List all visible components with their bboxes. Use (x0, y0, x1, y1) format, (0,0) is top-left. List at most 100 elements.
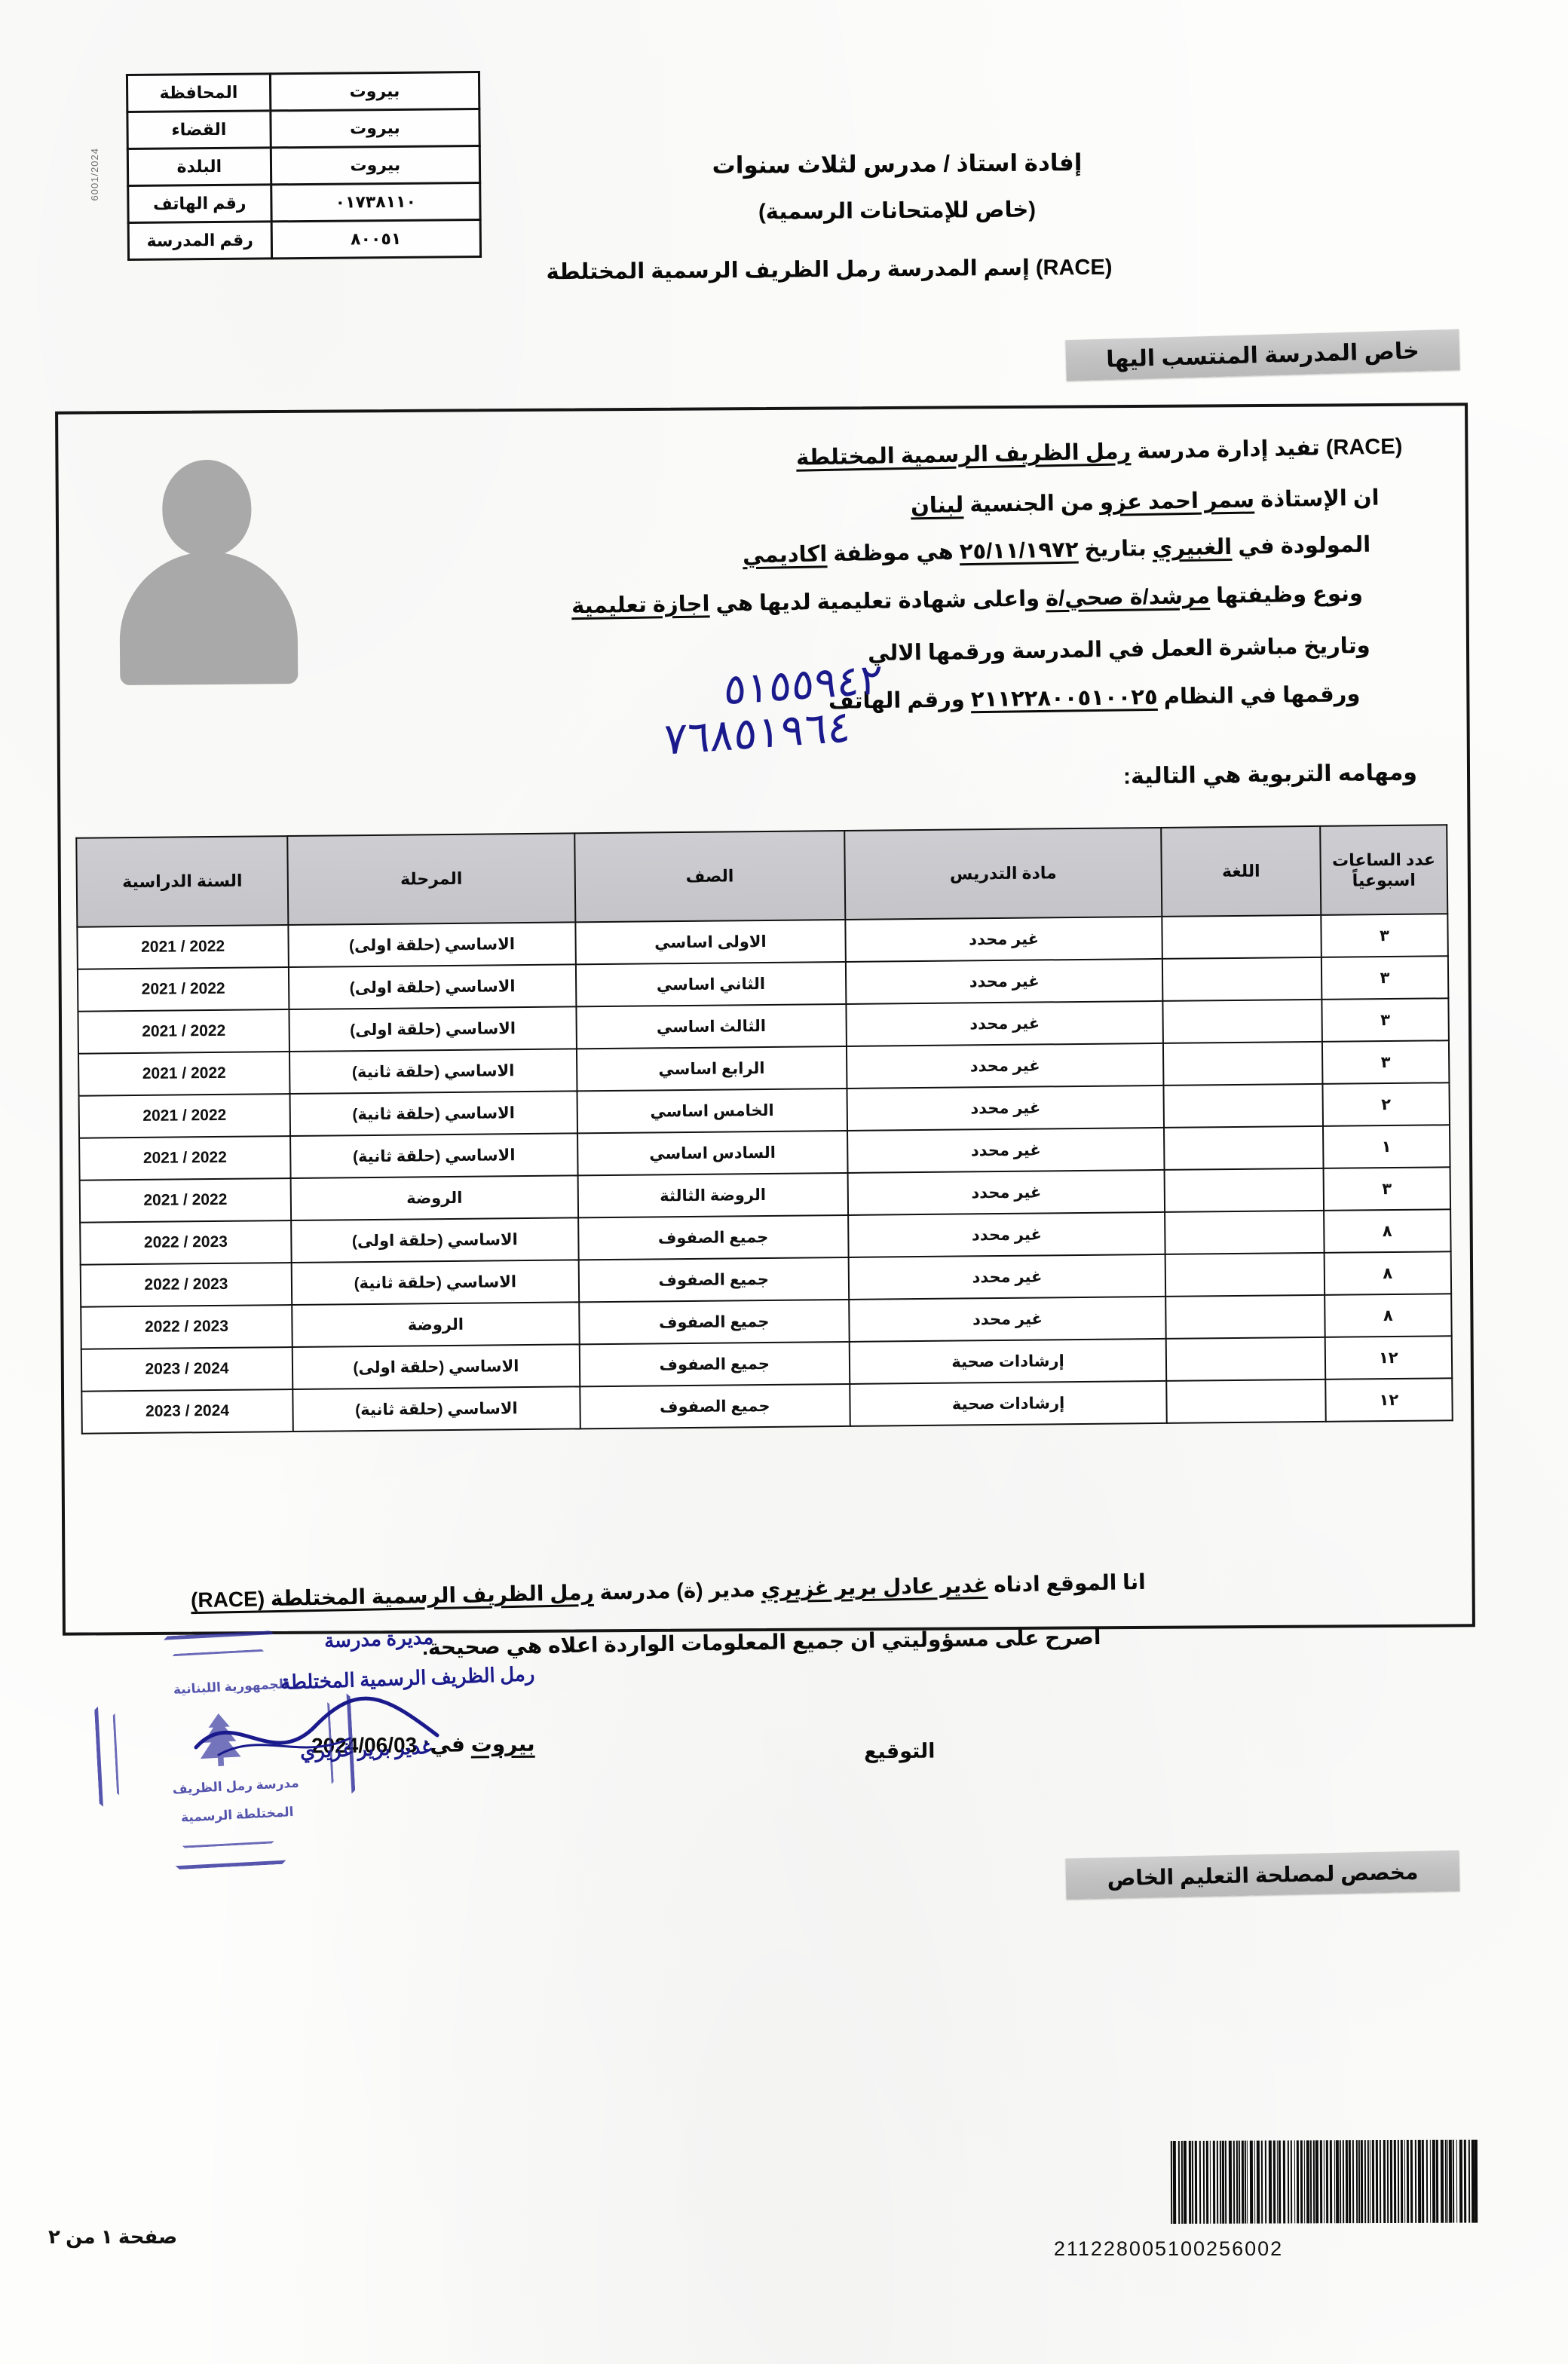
table-row: بيروت المحافظة (127, 72, 479, 112)
system-number: ٢١١٢٢٨٠٠٥١٠٠٢٥ (970, 684, 1158, 712)
highest-certificate: اجازة تعليمية (571, 592, 710, 619)
table-row: بيروت البلدة (127, 145, 480, 186)
cell-hours: ٢ (1322, 1082, 1450, 1126)
info-value-governorate: بيروت (270, 72, 479, 111)
side-reference-code: 6001/2024 (89, 148, 100, 201)
birth-place: الغبيري (1152, 534, 1233, 561)
cell-class: الخامس اساسي (577, 1088, 847, 1134)
cell-subject: غير محدد (847, 1085, 1165, 1131)
cell-language (1162, 914, 1321, 959)
cell-stage: الاساسي (حلقة ثانية) (290, 1133, 578, 1179)
cell-hours: ٣ (1321, 956, 1449, 1000)
cell-class: جميع الصفوف (579, 1341, 850, 1387)
duties-table-head: عدد الساعات اسبوعياً اللغة مادة التدريس … (76, 825, 1448, 927)
info-value-phone: ٠١٧٣٨١١٠ (271, 182, 481, 222)
school-name-header: (RACE) إسم المدرسة رمل الظريف الرسمية ال… (546, 255, 1113, 285)
cell-subject: غير محدد (848, 1254, 1166, 1300)
ribbon-assigned-school: خاص المدرسة المنتسب اليها (1065, 329, 1460, 381)
cell-language (1165, 1252, 1325, 1297)
cell-stage: الاساسي (حلقة اولى) (289, 1006, 577, 1052)
cell-hours: ١ (1322, 1125, 1450, 1168)
cell-hours: ٣ (1321, 1040, 1450, 1084)
cell-year: 2022 / 2023 (80, 1263, 292, 1307)
cell-subject: إرشادات صحية (850, 1380, 1168, 1426)
birth-date: ٢٥/١١/١٩٧٢ (959, 537, 1079, 565)
cell-language (1163, 1083, 1323, 1128)
info-label-school-number: رقم المدرسة (128, 221, 272, 260)
ribbon-private-education: مخصص لمصلحة التعليم الخاص (1065, 1850, 1460, 1900)
cell-hours: ٨ (1324, 1294, 1452, 1337)
cell-subject: غير محدد (846, 1000, 1164, 1046)
teacher-name: سمر احمد عزو (1100, 488, 1255, 516)
info-label-district: القضاء (127, 110, 271, 149)
body-line6-prefix: ورقمها في النظام (1163, 682, 1361, 709)
page-footer-label: صفحة ١ من ٢ (48, 2225, 178, 2248)
stamp-line-bottom: المختلطة الرسمية (180, 1804, 294, 1825)
duties-table-wrapper: عدد الساعات اسبوعياً اللغة مادة التدريس … (75, 824, 1453, 1434)
employee-status: اكاديمي (742, 542, 828, 568)
cell-class: الاولى اساسي (575, 919, 846, 965)
duties-table: عدد الساعات اسبوعياً اللغة مادة التدريس … (75, 824, 1453, 1434)
avatar (112, 452, 305, 686)
cell-class: الروضة الثالثة (577, 1172, 848, 1218)
school-info-body: بيروت المحافظة بيروت القضاء بيروت البلدة… (127, 72, 481, 260)
body-line3-mid: بتاريخ (1084, 536, 1147, 562)
document-subtitle: (خاص للإمتحانات الرسمية) (758, 198, 1037, 225)
table-row: ٠١٧٣٨١١٠ رقم الهاتف (127, 182, 481, 223)
cell-stage: الاساسي (حلقة ثانية) (289, 1049, 577, 1095)
cell-year: 2021 / 2022 (79, 1178, 292, 1223)
cell-year: 2021 / 2022 (78, 1094, 291, 1138)
cell-subject: غير محدد (845, 958, 1163, 1004)
teacher-nationality: لبنان (911, 493, 964, 519)
info-value-town: بيروت (270, 145, 480, 185)
cell-year: 2021 / 2022 (79, 1136, 291, 1180)
school-info-table: بيروت المحافظة بيروت القضاء بيروت البلدة… (126, 71, 482, 261)
body-line4-mid: واعلى شهادة تعليمية لديها هي (715, 586, 1040, 617)
avatar-shoulders (118, 550, 299, 686)
cell-language (1163, 1041, 1323, 1086)
cell-language (1166, 1379, 1326, 1423)
body-line2-prefix: ان الإستاذة (1260, 485, 1380, 513)
stamp-line-mid: مدرسة رمل الظريف (172, 1775, 300, 1797)
declaration-prefix: انا الموقع ادناه (994, 1569, 1147, 1597)
body-line6-mid: ورقم الهاتف (828, 687, 965, 714)
cell-class: جميع الصفوف (577, 1214, 849, 1260)
cell-stage: الروضة (292, 1302, 580, 1348)
cell-hours: ٣ (1323, 1167, 1451, 1211)
col-header-language: اللغة (1161, 825, 1321, 917)
cell-subject: غير محدد (847, 1169, 1165, 1215)
body-line3-mid2: هي موظفة (832, 540, 954, 567)
cell-class: جميع الصفوف (578, 1257, 849, 1303)
cell-language (1162, 999, 1322, 1043)
body-line1-prefix: (RACE) تفيد إدارة مدرسة (1136, 434, 1403, 464)
cell-year: 2023 / 2024 (81, 1347, 293, 1392)
cell-language (1166, 1337, 1326, 1381)
info-value-district: بيروت (270, 109, 480, 148)
cell-subject: غير محدد (846, 1043, 1164, 1089)
cell-stage: الاساسي (حلقة اولى) (288, 964, 577, 1010)
col-header-hours: عدد الساعات اسبوعياً (1319, 825, 1448, 915)
table-header-row: عدد الساعات اسبوعياً اللغة مادة التدريس … (76, 825, 1448, 927)
info-label-governorate: المحافظة (127, 73, 271, 112)
cell-subject: غير محدد (847, 1127, 1165, 1173)
cell-class: جميع الصفوف (580, 1383, 850, 1429)
cell-year: 2022 / 2023 (80, 1220, 292, 1265)
cell-subject: غير محدد (847, 1211, 1165, 1257)
cell-class: الثالث اساسي (576, 1003, 847, 1049)
cell-subject: غير محدد (848, 1296, 1167, 1342)
table-row: بيروت القضاء (127, 109, 480, 149)
cell-year: 2021 / 2022 (78, 1009, 290, 1054)
handwritten-title-line2: رمل الظريف الرسمية المختلطة (280, 1663, 535, 1694)
cell-year: 2023 / 2024 (81, 1389, 293, 1434)
body-line3-prefix: المولودة في (1237, 532, 1371, 559)
col-header-class: الصف (574, 830, 846, 923)
cell-language (1164, 1125, 1324, 1170)
barcode (859, 2139, 1478, 2225)
cell-hours: ٨ (1324, 1251, 1452, 1295)
avatar-head (161, 459, 252, 557)
tasks-label: ومهامه التربوية هي التالية: (1122, 760, 1418, 789)
cell-hours: ١٢ (1325, 1336, 1453, 1380)
col-header-subject: مادة التدريس (844, 827, 1162, 920)
cell-stage: الاساسي (حلقة ثانية) (289, 1091, 577, 1137)
